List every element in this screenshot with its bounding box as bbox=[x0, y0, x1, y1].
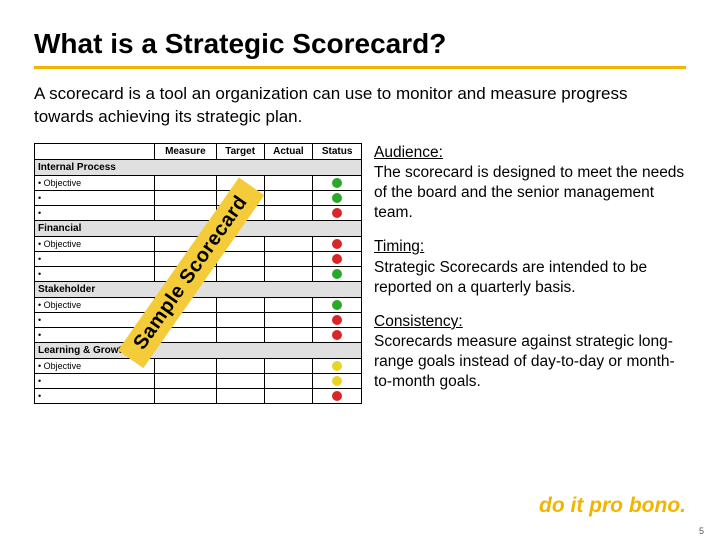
table-row: • bbox=[35, 205, 362, 220]
status-dot-icon bbox=[332, 376, 342, 386]
empty-cell bbox=[216, 388, 264, 403]
empty-cell bbox=[216, 373, 264, 388]
table-row: • Objective bbox=[35, 175, 362, 190]
status-dot-icon bbox=[332, 315, 342, 325]
empty-cell bbox=[155, 388, 217, 403]
empty-cell bbox=[216, 297, 264, 312]
status-dot-icon bbox=[332, 361, 342, 371]
title-underline bbox=[34, 66, 686, 69]
col-category bbox=[35, 143, 155, 159]
status-dot-icon bbox=[332, 254, 342, 264]
audience-block: Audience: The scorecard is designed to m… bbox=[374, 143, 686, 224]
empty-cell bbox=[264, 251, 313, 266]
description-column: Audience: The scorecard is designed to m… bbox=[374, 143, 686, 407]
consistency-body: Scorecards measure against strategic lon… bbox=[374, 333, 675, 390]
empty-cell bbox=[264, 236, 313, 251]
audience-body: The scorecard is designed to meet the ne… bbox=[374, 164, 684, 221]
status-dot-icon bbox=[332, 178, 342, 188]
table-row: • bbox=[35, 190, 362, 205]
status-cell bbox=[313, 205, 362, 220]
status-cell bbox=[313, 312, 362, 327]
empty-cell bbox=[155, 373, 217, 388]
empty-cell bbox=[264, 297, 313, 312]
status-cell bbox=[313, 358, 362, 373]
table-row: • bbox=[35, 373, 362, 388]
empty-cell bbox=[216, 358, 264, 373]
empty-cell bbox=[264, 175, 313, 190]
status-cell bbox=[313, 373, 362, 388]
col-status: Status bbox=[313, 143, 362, 159]
table-row: • Objective bbox=[35, 358, 362, 373]
page-number: 5 bbox=[699, 526, 704, 536]
audience-heading: Audience: bbox=[374, 144, 443, 161]
empty-cell bbox=[264, 312, 313, 327]
table-row: • bbox=[35, 388, 362, 403]
objective-label: • bbox=[35, 190, 155, 205]
status-cell bbox=[313, 175, 362, 190]
footer-tagline: do it pro bono. bbox=[539, 494, 686, 518]
empty-cell bbox=[155, 190, 217, 205]
status-cell bbox=[313, 266, 362, 281]
status-dot-icon bbox=[332, 239, 342, 249]
table-header-row: Measure Target Actual Status bbox=[35, 143, 362, 159]
col-actual: Actual bbox=[264, 143, 313, 159]
timing-block: Timing: Strategic Scorecards are intende… bbox=[374, 237, 686, 297]
objective-label: • Objective bbox=[35, 236, 155, 251]
table-row: • Objective bbox=[35, 297, 362, 312]
status-dot-icon bbox=[332, 269, 342, 279]
timing-heading: Timing: bbox=[374, 238, 424, 255]
table-row: • bbox=[35, 327, 362, 342]
status-cell bbox=[313, 327, 362, 342]
status-cell bbox=[313, 297, 362, 312]
empty-cell bbox=[216, 266, 264, 281]
empty-cell bbox=[155, 175, 217, 190]
status-cell bbox=[313, 388, 362, 403]
intro-text: A scorecard is a tool an organization ca… bbox=[34, 83, 686, 129]
objective-label: • bbox=[35, 205, 155, 220]
empty-cell bbox=[264, 373, 313, 388]
objective-label: • bbox=[35, 388, 155, 403]
objective-label: • bbox=[35, 266, 155, 281]
empty-cell bbox=[264, 388, 313, 403]
empty-cell bbox=[264, 205, 313, 220]
table-row: • bbox=[35, 312, 362, 327]
objective-label: • Objective bbox=[35, 297, 155, 312]
empty-cell bbox=[216, 327, 264, 342]
status-dot-icon bbox=[332, 193, 342, 203]
section-header: Internal Process bbox=[35, 159, 362, 175]
col-measure: Measure bbox=[155, 143, 217, 159]
empty-cell bbox=[155, 358, 217, 373]
empty-cell bbox=[216, 312, 264, 327]
status-dot-icon bbox=[332, 208, 342, 218]
objective-label: • bbox=[35, 373, 155, 388]
objective-label: • Objective bbox=[35, 175, 155, 190]
empty-cell bbox=[155, 205, 217, 220]
status-cell bbox=[313, 190, 362, 205]
scorecard-table-wrap: Measure Target Actual Status Internal Pr… bbox=[34, 143, 362, 404]
col-target: Target bbox=[216, 143, 264, 159]
status-cell bbox=[313, 251, 362, 266]
section-header: Learning & Growth bbox=[35, 342, 362, 358]
empty-cell bbox=[264, 327, 313, 342]
slide-title: What is a Strategic Scorecard? bbox=[34, 28, 686, 60]
empty-cell bbox=[264, 266, 313, 281]
status-cell bbox=[313, 236, 362, 251]
empty-cell bbox=[264, 358, 313, 373]
objective-label: • bbox=[35, 251, 155, 266]
status-dot-icon bbox=[332, 391, 342, 401]
empty-cell bbox=[264, 190, 313, 205]
status-dot-icon bbox=[332, 330, 342, 340]
consistency-heading: Consistency: bbox=[374, 313, 463, 330]
timing-body: Strategic Scorecards are intended to be … bbox=[374, 259, 647, 296]
consistency-block: Consistency: Scorecards measure against … bbox=[374, 312, 686, 393]
status-dot-icon bbox=[332, 300, 342, 310]
